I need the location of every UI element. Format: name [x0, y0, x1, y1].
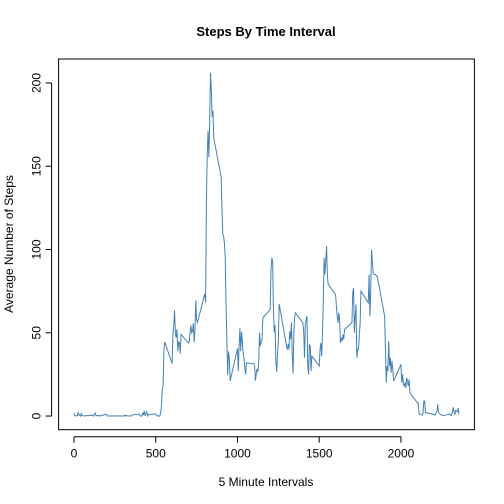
x-tick-label: 2000 [388, 447, 415, 461]
data-line [73, 72, 460, 418]
y-tick-label: 0 [30, 412, 44, 419]
x-tick-label: 500 [146, 447, 166, 461]
x-axis-label: 5 Minute Intervals [219, 475, 314, 489]
x-tick-label: 1000 [224, 447, 251, 461]
chart-title: Steps By Time Interval [196, 24, 335, 39]
plot-frame [58, 58, 475, 431]
y-tick-label: 200 [30, 73, 44, 93]
y-tick-label: 50 [30, 326, 44, 340]
x-tick-label: 1500 [306, 447, 333, 461]
x-tick-label: 0 [71, 447, 78, 461]
y-tick-label: 100 [30, 239, 44, 259]
y-tick-label: 150 [30, 156, 44, 176]
y-axis-label: Average Number of Steps [2, 175, 16, 313]
